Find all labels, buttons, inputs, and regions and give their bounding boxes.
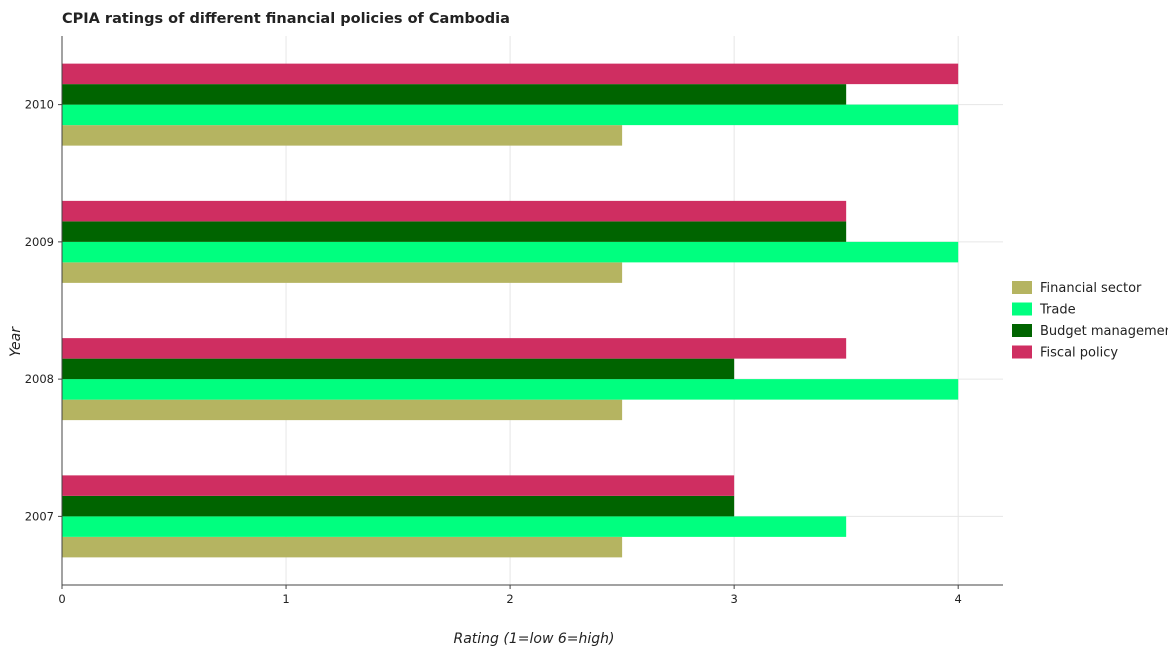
bar bbox=[62, 338, 847, 359]
bar bbox=[62, 358, 735, 380]
legend-swatch bbox=[1012, 302, 1032, 316]
x-axis-label: Rating (1=low 6=high) bbox=[454, 631, 615, 647]
bar bbox=[62, 399, 623, 421]
legend-label: Trade bbox=[1039, 303, 1076, 318]
legend-label: Financial sector bbox=[1040, 281, 1142, 296]
legend-label: Fiscal policy bbox=[1040, 346, 1118, 361]
chart-title: CPIA ratings of different financial poli… bbox=[62, 11, 510, 27]
legend-swatch bbox=[1012, 324, 1032, 337]
bar bbox=[62, 63, 959, 85]
bar bbox=[62, 200, 847, 222]
x-tick-label: 4 bbox=[955, 592, 962, 606]
x-tick-label: 1 bbox=[282, 592, 289, 606]
bar bbox=[62, 379, 959, 400]
bars bbox=[62, 63, 959, 558]
y-tick-label: 2009 bbox=[25, 235, 54, 249]
tick-labels: 0 1 2 3 4 2007 2008 2009 2010 bbox=[25, 98, 962, 606]
x-tick-label: 3 bbox=[730, 592, 737, 606]
bar bbox=[62, 475, 735, 496]
bar bbox=[62, 84, 847, 105]
y-axis-label: Year bbox=[8, 326, 24, 357]
x-tick-label: 0 bbox=[58, 592, 65, 606]
y-tick-label: 2010 bbox=[25, 98, 54, 112]
bar bbox=[62, 104, 959, 126]
y-tick-label: 2007 bbox=[25, 509, 54, 523]
bar bbox=[62, 262, 623, 283]
legend-label: Budget management bbox=[1040, 324, 1168, 339]
legend-swatch bbox=[1012, 281, 1032, 294]
y-tick-label: 2008 bbox=[25, 372, 54, 386]
x-tick-label: 2 bbox=[506, 592, 513, 606]
bar bbox=[62, 221, 847, 242]
bar bbox=[62, 516, 847, 537]
bar bbox=[62, 125, 623, 146]
legend-swatch bbox=[1012, 345, 1032, 359]
legend: Financial sector Trade Budget management Fi… bbox=[1012, 281, 1168, 361]
bar bbox=[62, 536, 623, 558]
bar bbox=[62, 495, 735, 517]
bar bbox=[62, 241, 959, 263]
axes bbox=[58, 36, 1003, 589]
